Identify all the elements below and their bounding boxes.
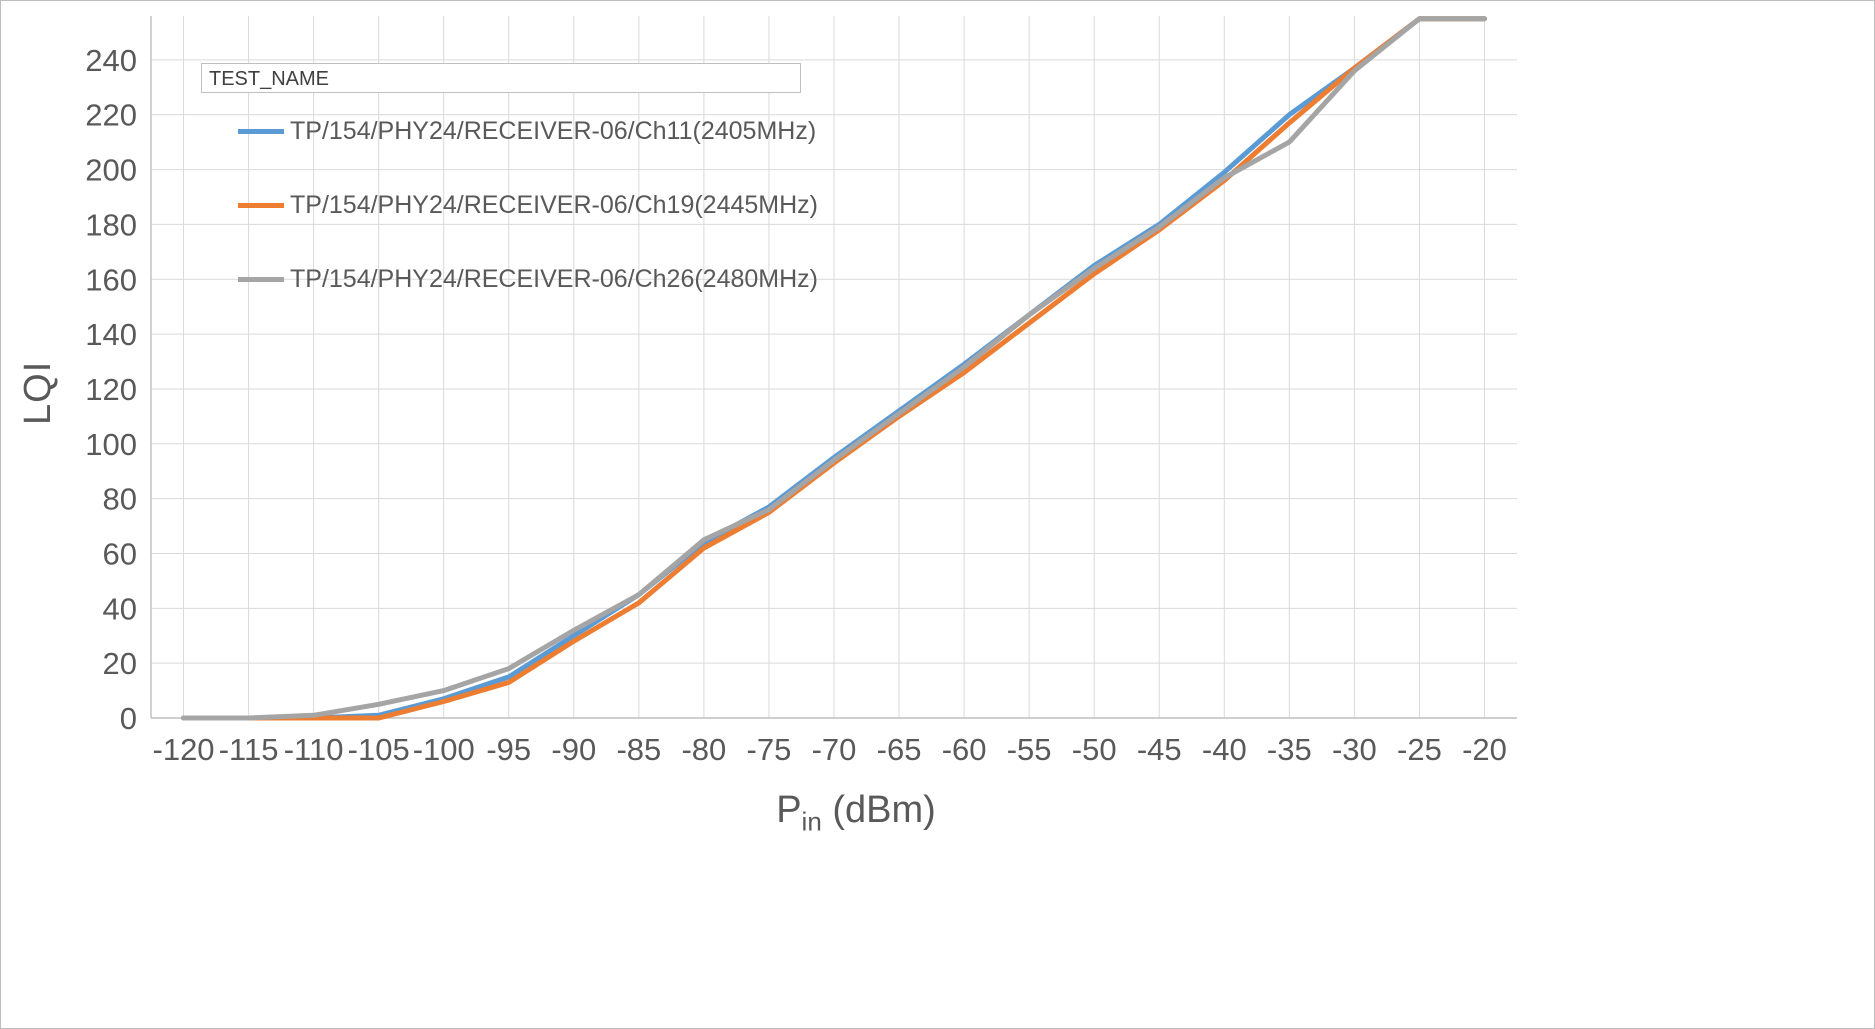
x-tick-label: -40 [1202,732,1247,767]
y-tick-label: 120 [85,372,137,407]
legend-field-button[interactable]: TEST_NAME [201,63,801,93]
x-axis-title-rest: (dBm) [821,789,936,831]
x-tick-label: -50 [1072,732,1117,767]
x-tick-label: -55 [1007,732,1052,767]
x-tick-label: -120 [153,732,215,767]
x-tick-label: -100 [413,732,475,767]
x-axis-title: Pin (dBm) [776,789,936,838]
x-tick-label: -45 [1137,732,1182,767]
y-tick-label: 180 [85,207,137,242]
y-tick-label: 60 [103,536,137,571]
y-tick-label: 40 [103,591,137,626]
x-axis-title-base: P [776,789,802,831]
x-tick-label: -20 [1462,732,1507,767]
x-tick-label: -110 [284,732,344,767]
x-tick-label: -60 [942,732,987,767]
legend-item-label: TP/154/PHY24/RECEIVER-06/Ch19(2445MHz) [290,191,819,219]
y-tick-label: 220 [85,98,137,133]
x-tick-label: -35 [1267,732,1312,767]
legend-item-ch11[interactable]: TP/154/PHY24/RECEIVER-06/Ch11(2405MHz) [238,117,818,146]
chart-legend: TEST_NAME TP/154/PHY24/RECEIVER-06/Ch11(… [201,63,818,294]
tick-labels: -120 -115 -110 -105 -100 -95 -90 -85 -80 -75 -70 -6… [85,43,1507,767]
x-tick-label: -70 [812,732,857,767]
series-swatch-icon [238,129,284,134]
legend-item-label: TP/154/PHY24/RECEIVER-06/Ch26(2480MHz) [290,265,819,293]
x-tick-label: -85 [616,732,661,767]
x-tick-label: -105 [348,732,410,767]
x-tick-label: -90 [551,732,596,767]
x-tick-label: -80 [681,732,726,767]
legend-item-ch26[interactable]: TP/154/PHY24/RECEIVER-06/Ch26(2480MHz) [238,265,818,294]
y-tick-label: 0 [120,701,137,736]
series-line-2 [181,16,1487,721]
x-axis-title-sub: in [801,806,822,837]
x-tick-label: -25 [1397,732,1442,767]
legend-item-ch19[interactable]: TP/154/PHY24/RECEIVER-06/Ch19(2445MHz) [238,191,818,220]
y-tick-label: 100 [85,427,137,462]
x-tick-label: -115 [219,732,279,767]
series-swatch-icon [238,203,284,208]
y-axis-title: LQI [17,360,59,425]
y-tick-label: 160 [85,262,137,297]
x-tick-label: -95 [486,732,531,767]
x-tick-label: -75 [747,732,792,767]
y-tick-label: 80 [103,482,137,517]
y-tick-label: 240 [85,43,137,78]
y-tick-label: 200 [85,153,137,188]
legend-items: TP/154/PHY24/RECEIVER-06/Ch11(2405MHz) T… [238,117,818,294]
legend-item-label: TP/154/PHY24/RECEIVER-06/Ch11(2405MHz) [290,117,817,145]
x-tick-label: -65 [877,732,922,767]
y-tick-label: 20 [103,646,137,681]
y-tick-label: 140 [85,317,137,352]
series-swatch-icon [238,277,284,282]
x-tick-label: -30 [1332,732,1377,767]
legend-title: TEST_NAME [209,68,330,90]
